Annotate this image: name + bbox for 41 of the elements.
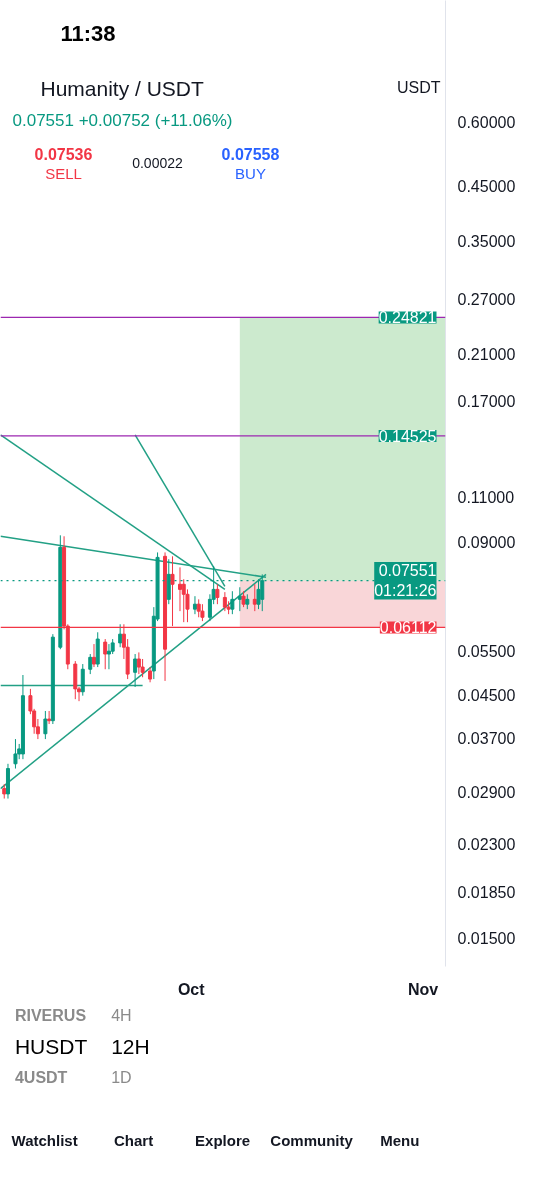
text: Explore (195, 1132, 251, 1149)
annotation: 0.00022 (132, 154, 184, 171)
text: 12H (111, 1035, 150, 1058)
y-tick-label: 0.02900 (457, 784, 516, 802)
text: Community (270, 1132, 354, 1149)
text: Watchlist (11, 1132, 78, 1149)
y-tick-label: 0.35000 (457, 233, 516, 251)
text: 1D (111, 1069, 132, 1086)
y-tick-label: 0.11000 (457, 489, 515, 507)
y-tick-label: 0.04500 (457, 687, 516, 705)
ref-line-label: 0.24821 (378, 309, 437, 327)
text: 0.07551 +0.00752 (+11.06%) (12, 111, 233, 130)
text: 4H (111, 1007, 132, 1024)
y-tick-label: 0.27000 (457, 290, 516, 308)
ref-line-label: 0.14525 (378, 427, 437, 445)
text: 4USDT (14, 1069, 68, 1086)
annotation: 11:38 (60, 21, 116, 46)
y-tick-label: 0.60000 (457, 114, 516, 132)
x-tick-label: Nov (407, 980, 439, 998)
annotation: 0.07536 (34, 145, 93, 163)
annotation: USDT (396, 79, 441, 96)
annotation: SELL (45, 165, 82, 182)
y-tick-label: 0.17000 (457, 393, 516, 411)
y-tick-label: 0.03700 (457, 730, 516, 748)
text: HUSDT (14, 1035, 88, 1058)
annotation: BUY (235, 165, 266, 182)
annotation: 0.07558 (221, 145, 280, 163)
text: Menu (380, 1132, 420, 1149)
ref-line-label: 0.07551 01:21:26 (374, 561, 437, 600)
y-tick-label: 0.02300 (457, 835, 516, 853)
text: Humanity / USDT (40, 77, 205, 100)
text: Chart (114, 1132, 154, 1149)
y-tick-label: 0.05500 (457, 642, 516, 660)
y-tick-label: 0.01500 (457, 930, 516, 948)
text: RIVERUS (14, 1007, 87, 1024)
x-tick-label: Oct (177, 980, 206, 998)
y-tick-label: 0.45000 (457, 177, 516, 195)
y-tick-label: 0.01850 (457, 883, 516, 901)
y-tick-label: 0.09000 (457, 533, 516, 551)
ref-line-label: 0.06112 (379, 619, 437, 637)
y-tick-label: 0.21000 (457, 346, 516, 364)
